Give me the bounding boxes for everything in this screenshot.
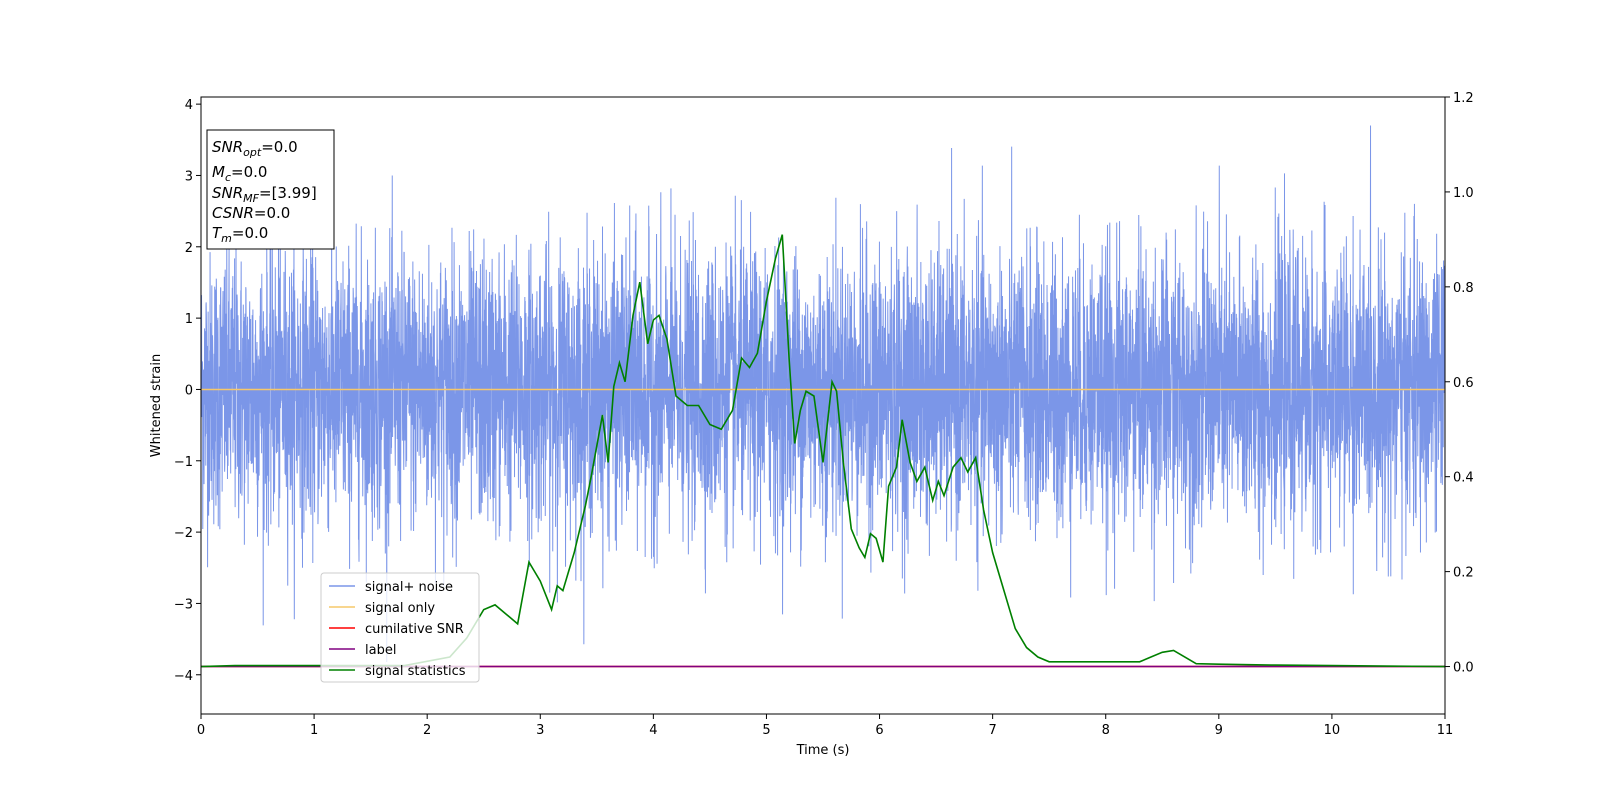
info-mc: Mc=0.0 [212,163,267,184]
y-left-tick-label: −2 [174,526,193,541]
info-snr-mf-main: SNR [212,184,243,202]
x-tick-label: 6 [875,723,883,738]
y-right-tick-label: 0.6 [1453,376,1474,391]
info-snr-opt-main: SNR [212,138,243,156]
y-right-tick-label: 0.4 [1453,471,1474,486]
y-right-tick-label: 0.8 [1453,281,1474,296]
legend-label: label [365,643,396,658]
info-mc-value: =0.0 [231,163,267,181]
y-right-tick-label: 0.0 [1453,661,1474,676]
x-tick-label: 0 [197,723,205,738]
y-left-tick-label: −3 [174,597,193,612]
info-tm: Tm=0.0 [212,224,268,245]
x-tick-label: 7 [988,723,996,738]
x-tick-label: 2 [423,723,431,738]
y-right-tick-label: 1.0 [1453,186,1474,201]
legend-label: signal statistics [365,664,466,679]
y-right-axis-ticks: 0.0 0.2 0.4 0.6 0.8 1.0 1.2 [1445,91,1474,676]
y-left-tick-label: −4 [174,669,193,684]
x-tick-label: 8 [1102,723,1110,738]
y-left-axis-ticks: −4 −3 −2 −1 0 1 2 3 4 [174,98,201,684]
info-snr-mf-value: =[3.99] [259,184,317,202]
y-right-tick-label: 0.2 [1453,566,1474,581]
y-left-tick-label: 4 [185,98,193,113]
info-csnr-value: =0.0 [254,204,290,222]
x-tick-label: 9 [1215,723,1223,738]
legend-frame [320,572,480,683]
signal-noise-line [201,125,1445,662]
info-snr-opt: SNRopt=0.0 [212,138,298,159]
signal-statistics-line [201,234,1445,668]
x-tick-label: 4 [649,723,657,738]
plot-frame [200,96,1446,715]
y-right-tick-label: 1.2 [1453,91,1474,106]
x-tick-label: 11 [1437,723,1454,738]
y-left-tick-label: 3 [185,169,193,184]
x-axis-ticks: 0 1 2 3 4 5 6 7 8 9 10 11 [197,714,1453,738]
legend-label: signal only [365,601,435,616]
info-snr-mf-sub: MF [243,192,259,205]
info-tm-sub: m [221,232,232,245]
y-axis-label: Whitened strain [149,354,164,457]
legend: signal+ noise signal only cumilative SNR la… [320,572,480,683]
x-axis-label: Time (s) [796,743,850,758]
y-left-tick-label: −1 [174,455,193,470]
info-snr-mf: SNRMF=[3.99] [212,184,317,205]
info-tm-value: =0.0 [232,224,268,242]
x-tick-label: 5 [762,723,770,738]
info-tm-main: T [212,224,223,242]
x-tick-label: 3 [536,723,544,738]
info-snr-opt-value: =0.0 [261,138,297,156]
x-tick-label: 10 [1324,723,1341,738]
info-mc-sub: c [225,171,231,184]
legend-label: cumilative SNR [365,622,464,637]
info-csnr: CSNR=0.0 [212,204,290,222]
y-left-tick-label: 0 [185,383,193,398]
y-left-tick-label: 2 [185,241,193,256]
noise-trace-group [201,125,1445,662]
info-box: SNRopt=0.0 Mc=0.0 SNRMF=[3.99] CSNR=0.0 … [206,129,335,250]
info-box-frame [206,129,335,250]
x-tick-label: 1 [310,723,318,738]
legend-label: signal+ noise [365,580,453,595]
info-csnr-main: CSNR [212,204,254,222]
info-snr-opt-sub: opt [243,146,262,159]
y-left-tick-label: 1 [185,312,193,327]
info-mc-main: M [212,163,225,181]
